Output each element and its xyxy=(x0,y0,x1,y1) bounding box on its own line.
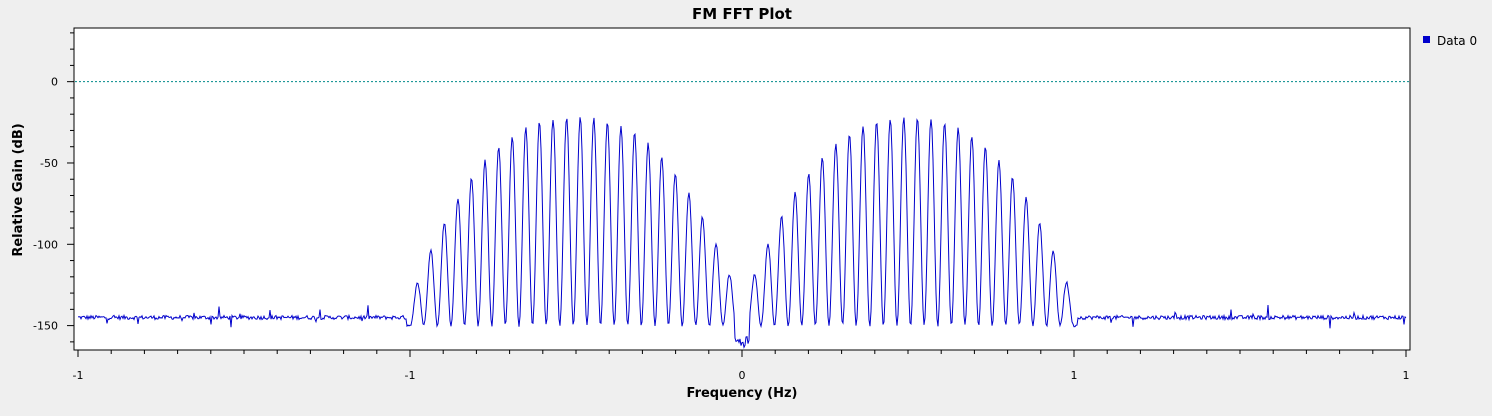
y-tick-label: -50 xyxy=(40,157,58,170)
legend-label-data-0: Data 0 xyxy=(1437,34,1477,48)
y-axis: 0 -50 -100 -150 xyxy=(33,32,74,343)
plot-area xyxy=(73,27,1411,351)
x-tick-label: -1 xyxy=(73,369,84,382)
y-axis-title: Relative Gain (dB) xyxy=(11,123,26,256)
y-tick-label: -100 xyxy=(33,238,58,251)
legend-swatch-data-0 xyxy=(1423,36,1430,43)
x-axis: -1 -1 0 1 1 xyxy=(73,350,1410,382)
x-tick-label: -1 xyxy=(405,369,416,382)
y-tick-label: 0 xyxy=(51,76,58,89)
chart-title: FM FFT Plot xyxy=(692,5,792,23)
x-tick-label: 1 xyxy=(1071,369,1078,382)
y-tick-label: -150 xyxy=(33,320,58,333)
x-axis-title: Frequency (Hz) xyxy=(687,386,798,401)
legend[interactable]: Data 0 xyxy=(1423,34,1477,48)
series-line-data-0 xyxy=(77,117,1407,349)
x-tick-label: 0 xyxy=(739,369,746,382)
x-tick-label: 1 xyxy=(1403,369,1410,382)
